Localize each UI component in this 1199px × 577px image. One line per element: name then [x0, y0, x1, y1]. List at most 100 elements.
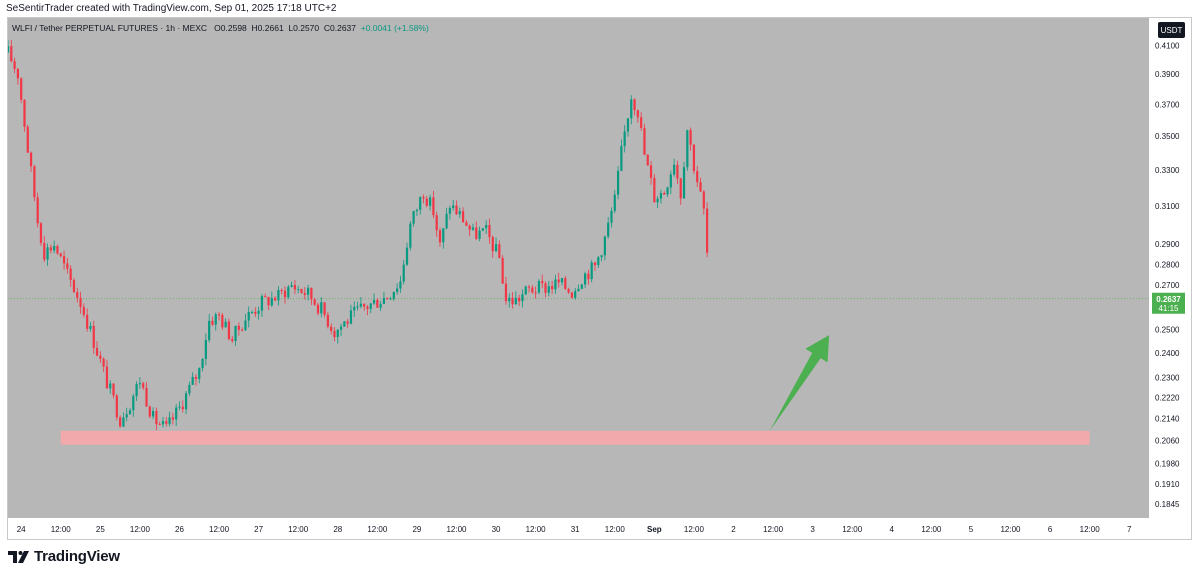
- candle-body: [363, 303, 366, 307]
- candle-body: [382, 297, 386, 304]
- candle-body: [682, 167, 686, 199]
- time-tick-label: 24: [17, 525, 26, 534]
- time-tick-label: 3: [810, 525, 815, 534]
- candle-body: [343, 321, 346, 327]
- price-tick-label: 0.3500: [1155, 132, 1180, 141]
- candle-body: [392, 291, 395, 299]
- candle-body: [62, 256, 66, 264]
- candle-body: [330, 326, 333, 331]
- candle-body: [69, 268, 72, 281]
- candle-body: [616, 170, 620, 195]
- time-tick-label: 30: [492, 525, 501, 534]
- candle-body: [359, 303, 362, 307]
- candle-body: [53, 245, 56, 251]
- candle-body: [488, 225, 491, 238]
- price-tick-label: 0.2220: [1155, 394, 1180, 403]
- legend-change: +0.0041 (+1.58%): [360, 23, 429, 33]
- price-tick-label: 0.2700: [1155, 281, 1180, 290]
- candle-body: [270, 297, 273, 306]
- candle-body: [372, 299, 376, 304]
- candle-body: [86, 314, 89, 329]
- time-tick-label: 31: [571, 525, 580, 534]
- candle-body: [122, 417, 125, 427]
- legend-low: L0.2570: [288, 23, 320, 33]
- candle-body: [260, 296, 264, 311]
- candle-body: [33, 166, 36, 198]
- candle-body: [692, 144, 696, 171]
- candle-body: [316, 304, 320, 314]
- candle-body: [673, 164, 676, 175]
- candle-body: [274, 297, 277, 301]
- candle-body: [452, 205, 455, 209]
- candle-body: [336, 329, 339, 338]
- tradingview-logo-text: TradingView: [34, 548, 120, 565]
- candle-body: [59, 253, 62, 257]
- candle-body: [448, 208, 451, 214]
- candle-body: [531, 287, 534, 293]
- candle-body: [633, 99, 636, 111]
- price-tick-label: 0.2500: [1155, 325, 1180, 334]
- tradingview-logo[interactable]: TradingView: [8, 548, 120, 565]
- candle-body: [429, 197, 432, 206]
- candle-body: [669, 174, 672, 188]
- candle-body: [349, 310, 353, 324]
- candle-body: [541, 280, 544, 284]
- time-tick-label: 12:00: [842, 525, 863, 534]
- candle-body: [217, 314, 221, 316]
- chart-canvas[interactable]: 0.4100 0.3900 0.3700 0.3500 0.3300 0.3100 0.29…: [8, 18, 1191, 539]
- candle-body: [231, 339, 234, 342]
- candle-body: [201, 358, 204, 369]
- candle-body: [138, 383, 142, 385]
- candle-body: [29, 152, 33, 167]
- candle-body: [560, 278, 564, 283]
- time-tick-label: 28: [333, 525, 342, 534]
- time-tick-label: 7: [1127, 525, 1132, 534]
- candle-body: [145, 387, 148, 407]
- currency-badge-box: [1158, 22, 1185, 38]
- candle-body: [699, 182, 702, 192]
- candle-body: [165, 421, 168, 424]
- candle-body: [49, 247, 52, 251]
- symbol-name[interactable]: WLFI / Tether PERPETUAL FUTURES · 1h · M…: [12, 23, 208, 33]
- candle-body: [198, 368, 201, 379]
- candle-body: [36, 197, 39, 224]
- price-tick-label: 0.3900: [1155, 70, 1180, 79]
- candle-body: [415, 209, 419, 212]
- candle-body: [356, 306, 359, 308]
- candle-body: [178, 406, 181, 408]
- candle-body: [485, 225, 488, 229]
- candle-body: [244, 320, 247, 331]
- candle-body: [663, 192, 666, 195]
- candle-body: [132, 396, 135, 411]
- time-tick-label: 12:00: [1000, 525, 1021, 534]
- time-tick-label: 12:00: [367, 525, 388, 534]
- time-tick-label: 2: [731, 525, 736, 534]
- candle-body: [574, 291, 577, 298]
- candle-body: [557, 279, 560, 283]
- candle-body: [287, 286, 290, 298]
- candle-body: [600, 255, 603, 258]
- candle-body: [191, 376, 194, 385]
- candle-body: [290, 285, 293, 287]
- candle-body: [99, 355, 102, 359]
- candle-body: [175, 407, 178, 420]
- candle-body: [524, 286, 527, 295]
- symbol-legend[interactable]: WLFI / Tether PERPETUAL FUTURES · 1h · M…: [12, 23, 429, 33]
- attribution-text: SeSentirTrader created with TradingView.…: [6, 3, 337, 14]
- candle-body: [666, 187, 669, 195]
- candle-body: [649, 165, 653, 179]
- price-tick-label: 0.3100: [1155, 202, 1180, 211]
- candle-body: [534, 292, 537, 294]
- time-tick-label: 12:00: [763, 525, 784, 534]
- candle-body: [320, 302, 323, 314]
- candle-body: [389, 298, 392, 300]
- legend-open: O0.2598: [214, 23, 247, 33]
- candle-body: [379, 303, 382, 308]
- candle-body: [461, 211, 465, 223]
- candle-body: [458, 211, 461, 215]
- time-tick-label: 5: [969, 525, 974, 534]
- candle-body: [518, 297, 521, 302]
- candle-body: [640, 117, 643, 128]
- last-price-badge-box: [1152, 292, 1185, 314]
- candle-body: [20, 78, 23, 100]
